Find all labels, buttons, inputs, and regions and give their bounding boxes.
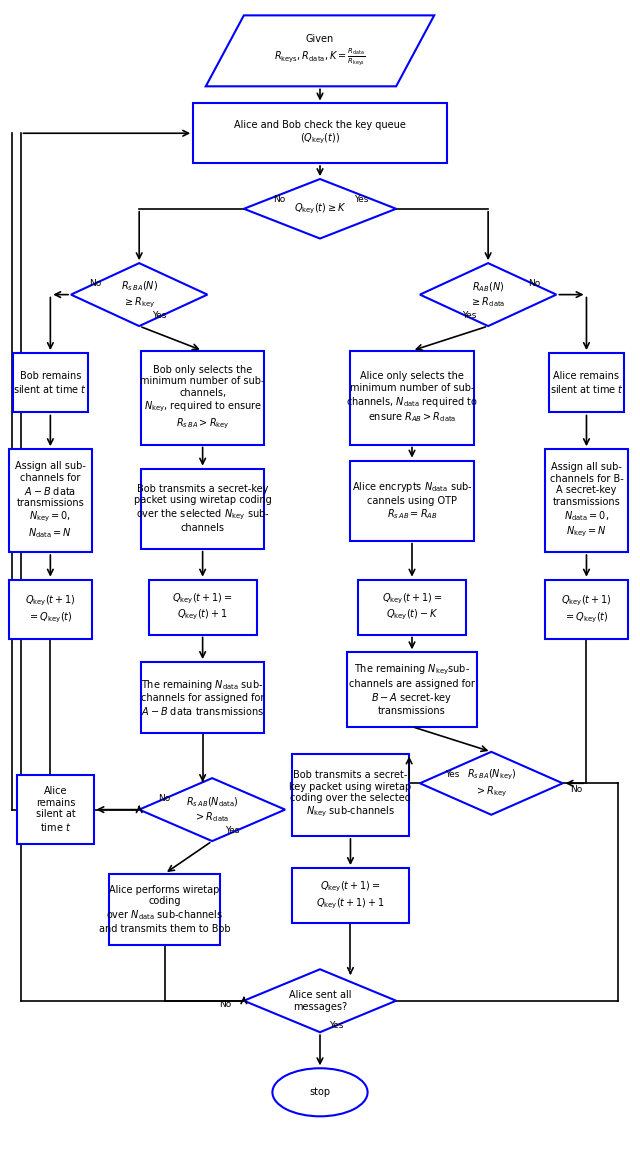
FancyBboxPatch shape: [17, 775, 93, 844]
Text: $R_{s\,AB}(N_{\mathrm{data}})$
$> R_{\mathrm{data}}$: $R_{s\,AB}(N_{\mathrm{data}})$ $> R_{\ma…: [186, 795, 239, 825]
Polygon shape: [139, 779, 285, 841]
FancyBboxPatch shape: [347, 652, 477, 727]
FancyBboxPatch shape: [193, 104, 447, 163]
FancyBboxPatch shape: [13, 353, 88, 413]
Text: Bob remains
silent at time $t$: Bob remains silent at time $t$: [13, 370, 87, 394]
FancyBboxPatch shape: [109, 874, 220, 944]
FancyBboxPatch shape: [141, 468, 264, 549]
Text: $R_{AB}(N)$
$\geq R_{\mathrm{data}}$: $R_{AB}(N)$ $\geq R_{\mathrm{data}}$: [470, 279, 506, 309]
Polygon shape: [420, 263, 556, 327]
Text: Alice sent all
messages?: Alice sent all messages?: [289, 990, 351, 1012]
Text: Yes: Yes: [225, 826, 239, 835]
FancyBboxPatch shape: [292, 868, 409, 923]
FancyBboxPatch shape: [9, 580, 92, 639]
Text: Alice
remains
silent at
time $t$: Alice remains silent at time $t$: [36, 785, 76, 834]
FancyBboxPatch shape: [9, 450, 92, 552]
Polygon shape: [420, 752, 563, 814]
Text: $Q_{\mathrm{key}}(t+1)$
$= Q_{\mathrm{key}}(t)$: $Q_{\mathrm{key}}(t+1)$ $= Q_{\mathrm{ke…: [561, 593, 612, 624]
Text: Alice remains
silent at time $t$: Alice remains silent at time $t$: [550, 370, 623, 394]
FancyBboxPatch shape: [148, 580, 257, 635]
Text: Yes: Yes: [152, 310, 166, 320]
Text: Assign all sub-
channels for
$A - B$ data
transmissions
$N_{\mathrm{key}} = 0$,
: Assign all sub- channels for $A - B$ dat…: [15, 461, 86, 540]
Text: No: No: [159, 793, 171, 803]
Text: Alice performs wiretap
coding
over $N_{\mathrm{data}}$ sub-channels
and transmit: Alice performs wiretap coding over $N_{\…: [99, 884, 230, 934]
Polygon shape: [206, 15, 434, 86]
Text: Alice encrypts $N_{\mathrm{data}}$ sub-
cannels using OTP
$R_{s\,AB} = R_{AB}$: Alice encrypts $N_{\mathrm{data}}$ sub- …: [352, 480, 472, 521]
FancyBboxPatch shape: [545, 450, 628, 552]
Text: $Q_{\mathrm{key}}(t) \geq K$: $Q_{\mathrm{key}}(t) \geq K$: [294, 201, 346, 216]
Text: Yes: Yes: [445, 769, 459, 779]
FancyBboxPatch shape: [350, 460, 474, 540]
Text: $R_{s\,BA}(N)$
$\geq R_{\mathrm{key}}$: $R_{s\,BA}(N)$ $\geq R_{\mathrm{key}}$: [120, 279, 157, 309]
Text: Bob transmits a secret-
key packet using wiretap
coding over the selected
$N_{\m: Bob transmits a secret- key packet using…: [289, 770, 412, 820]
Text: Assign all sub-
channels for B-
A secret-key
transmissions
$N_{\mathrm{data}} = : Assign all sub- channels for B- A secret…: [550, 462, 623, 539]
Text: Given
$R_{\mathrm{keys}}, R_{\mathrm{data}}, K = \frac{R_{\mathrm{data}}}{R_{\ma: Given $R_{\mathrm{keys}}, R_{\mathrm{dat…: [274, 33, 366, 68]
Text: stop: stop: [309, 1087, 331, 1097]
FancyBboxPatch shape: [358, 580, 466, 635]
Text: No: No: [528, 278, 540, 288]
Text: $Q_{\mathrm{key}}(t+1) =$
$Q_{\mathrm{key}}(t) + 1$: $Q_{\mathrm{key}}(t+1) =$ $Q_{\mathrm{ke…: [172, 592, 233, 622]
Text: Alice and Bob check the key queue
$(Q_{\mathrm{key}}(t))$: Alice and Bob check the key queue $(Q_{\…: [234, 120, 406, 146]
Text: $Q_{\mathrm{key}}(t+1) =$
$Q_{\mathrm{key}}(t+1) + 1$: $Q_{\mathrm{key}}(t+1) =$ $Q_{\mathrm{ke…: [316, 880, 385, 911]
Text: The remaining $N_{\mathrm{key}}$sub-
channels are assigned for
$B - A$ secret-ke: The remaining $N_{\mathrm{key}}$sub- cha…: [349, 662, 475, 716]
Text: Yes: Yes: [462, 310, 477, 320]
Text: No: No: [571, 784, 583, 794]
Text: No: No: [273, 196, 285, 204]
Text: $Q_{\mathrm{key}}(t+1)$
$= Q_{\mathrm{key}}(t)$: $Q_{\mathrm{key}}(t+1)$ $= Q_{\mathrm{ke…: [25, 593, 76, 624]
Ellipse shape: [273, 1068, 367, 1117]
FancyBboxPatch shape: [141, 351, 264, 445]
Text: No: No: [89, 278, 101, 288]
Text: $R_{s\,BA}(N_{\mathrm{key}})$
$> R_{\mathrm{key}}$: $R_{s\,BA}(N_{\mathrm{key}})$ $> R_{\mat…: [467, 768, 516, 798]
Text: $Q_{\mathrm{key}}(t+1) =$
$Q_{\mathrm{key}}(t) - K$: $Q_{\mathrm{key}}(t+1) =$ $Q_{\mathrm{ke…: [381, 592, 442, 622]
Text: The remaining $N_{\mathrm{data}}$ sub-
channels for assigned for
$A - B$ data tr: The remaining $N_{\mathrm{data}}$ sub- c…: [141, 677, 264, 718]
Text: Yes: Yes: [330, 1021, 344, 1030]
FancyBboxPatch shape: [292, 753, 409, 836]
Text: No: No: [219, 999, 231, 1009]
Polygon shape: [244, 969, 396, 1033]
Polygon shape: [71, 263, 207, 327]
FancyBboxPatch shape: [545, 580, 628, 639]
FancyBboxPatch shape: [350, 351, 474, 445]
Polygon shape: [244, 179, 396, 238]
FancyBboxPatch shape: [141, 662, 264, 733]
Text: Bob transmits a secret-key
packet using wiretap coding
over the selected $N_{\ma: Bob transmits a secret-key packet using …: [134, 484, 271, 534]
Text: Bob only selects the
minimum number of sub-
channels,
$N_{\mathrm{key}}$, requir: Bob only selects the minimum number of s…: [140, 365, 265, 430]
Text: Alice only selects the
minimum number of sub-
channels, $N_{\mathrm{data}}$ requ: Alice only selects the minimum number of…: [346, 371, 477, 424]
FancyBboxPatch shape: [549, 353, 624, 413]
Text: Yes: Yes: [354, 196, 369, 204]
